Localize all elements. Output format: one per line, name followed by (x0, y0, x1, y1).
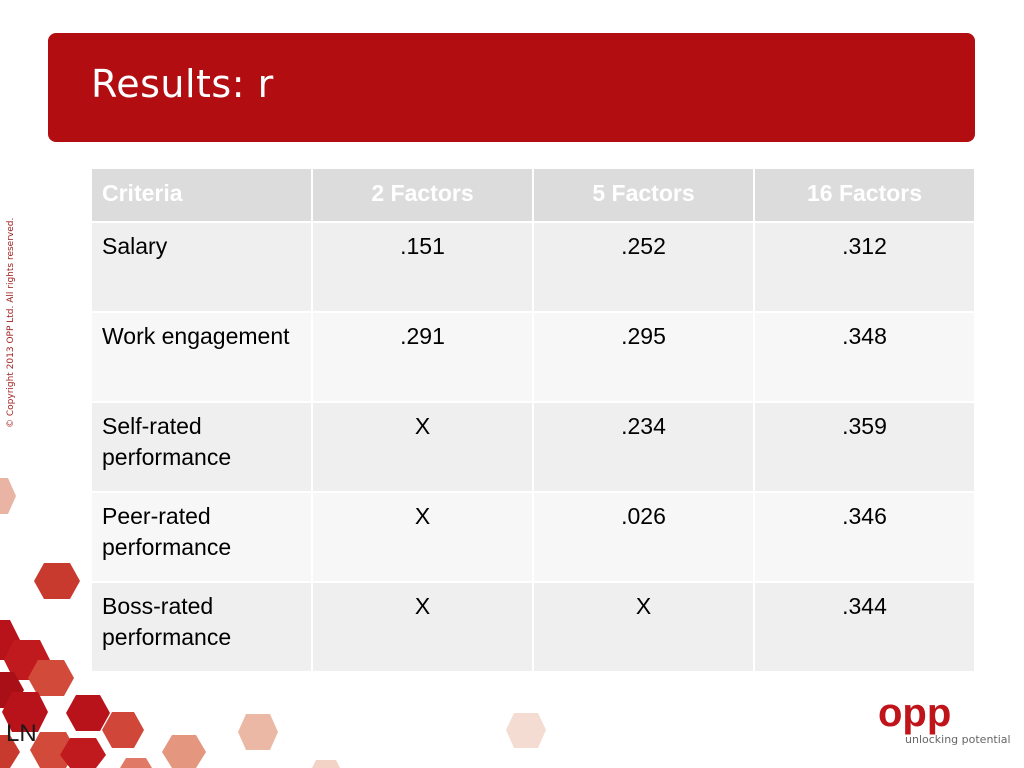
value-cell: X (311, 491, 534, 583)
value-cell: .234 (532, 401, 755, 493)
results-table: Criteria 2 Factors 5 Factors 16 Factors … (90, 167, 976, 673)
value-cell: .312 (753, 221, 976, 313)
criterion-cell: Boss-rated performance (90, 581, 313, 673)
title-bar (48, 33, 975, 142)
header-16-factors: 16 Factors (753, 167, 976, 223)
header-5-factors: 5 Factors (532, 167, 755, 223)
criterion-cell: Salary (90, 221, 313, 313)
value-cell: .291 (311, 311, 534, 403)
slide-title: Results: r (91, 62, 274, 106)
value-cell: .344 (753, 581, 976, 673)
criterion-cell: Peer-rated performance (90, 491, 313, 583)
opp-logo: opp (878, 691, 951, 735)
value-cell: X (311, 581, 534, 673)
copyright-notice: © Copyright 2013 OPP Ltd. All rights res… (6, 217, 16, 428)
header-2-factors: 2 Factors (311, 167, 534, 223)
table-row: Salary .151 .252 .312 (90, 221, 976, 313)
value-cell: .359 (753, 401, 976, 493)
header-row: Criteria 2 Factors 5 Factors 16 Factors (90, 167, 976, 223)
criterion-cell: Work engagement (90, 311, 313, 403)
table-row: Self-rated performance X .234 .359 (90, 401, 976, 493)
value-cell: X (311, 401, 534, 493)
header-criteria: Criteria (90, 167, 313, 223)
criterion-cell: Self-rated performance (90, 401, 313, 493)
value-cell: .348 (753, 311, 976, 403)
value-cell: .026 (532, 491, 755, 583)
value-cell: .346 (753, 491, 976, 583)
value-cell: .151 (311, 221, 534, 313)
logo-tagline: unlocking potential (905, 733, 1011, 746)
value-cell: .252 (532, 221, 755, 313)
logo-wordmark: opp (878, 691, 951, 735)
table-row: Peer-rated performance X .026 .346 (90, 491, 976, 583)
value-cell: .295 (532, 311, 755, 403)
footer-initials: LN (6, 720, 37, 747)
table-row: Boss-rated performance X X .344 (90, 581, 976, 673)
value-cell: X (532, 581, 755, 673)
table-row: Work engagement .291 .295 .348 (90, 311, 976, 403)
